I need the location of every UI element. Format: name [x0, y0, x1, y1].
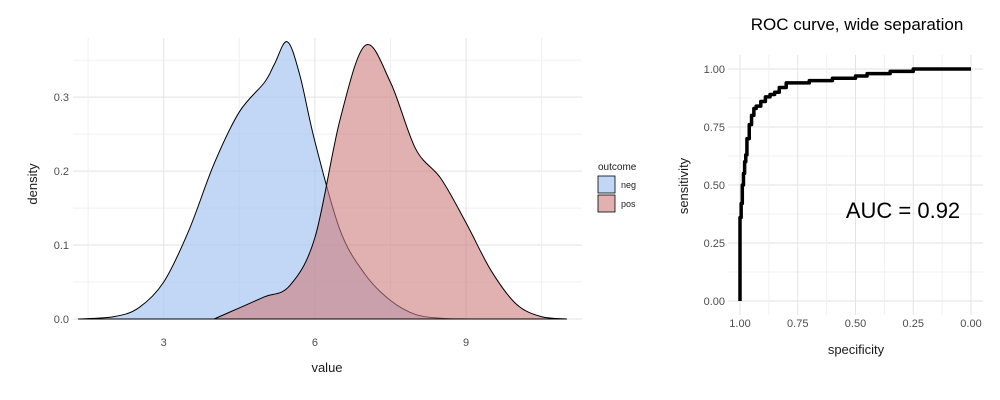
density-x-ticks: 3 6 9 [161, 337, 470, 349]
legend-key-pos [597, 194, 616, 213]
roc-y-ticks: 0.00 0.25 0.50 0.75 1.00 [704, 64, 725, 308]
roc-x-tick-label: 0.50 [845, 318, 866, 330]
density-areas [78, 41, 567, 320]
legend-title: outcome [598, 162, 637, 173]
density-y-tick-label: 0.1 [54, 240, 69, 252]
legend-entries: neg pos [597, 175, 636, 213]
roc-x-axis-label: specificity [828, 342, 885, 357]
density-y-tick-label: 0.3 [54, 92, 69, 104]
density-y-axis-label: density [25, 163, 40, 205]
roc-x-tick-label: 0.75 [787, 318, 808, 330]
density-y-ticks: 0.0 0.1 0.2 0.3 [54, 92, 69, 326]
roc-auc-annotation: AUC = 0.92 [846, 198, 960, 223]
legend: outcome neg pos [597, 162, 637, 213]
roc-y-tick-label: 0.25 [704, 238, 725, 250]
density-y-tick-label: 0.0 [54, 314, 69, 326]
density-panel: 0.0 0.1 0.2 0.3 3 6 9 value density [25, 38, 582, 375]
roc-x-tick-label: 0.25 [903, 318, 924, 330]
roc-curve-group [738, 67, 971, 301]
roc-y-axis-label: sensitivity [676, 157, 691, 214]
density-area-pos [213, 44, 567, 320]
density-x-axis-label: value [311, 360, 342, 375]
roc-y-tick-label: 0.00 [704, 296, 725, 308]
roc-curve [738, 67, 971, 301]
roc-panel: ROC curve, wide separation 0.000.250.500… [676, 15, 983, 357]
roc-y-tick-label: 0.75 [704, 122, 725, 134]
roc-y-tick-label: 1.00 [704, 64, 725, 76]
roc-x-tick-label: 1.00 [729, 318, 750, 330]
roc-y-tick-label: 0.50 [704, 180, 725, 192]
density-x-tick-label: 3 [161, 337, 167, 349]
roc-x-tick-label: 0.00 [960, 318, 981, 330]
legend-key-neg [597, 175, 616, 194]
roc-x-ticks: 1.00 0.75 0.50 0.25 0.00 [729, 318, 981, 330]
density-x-tick-label: 9 [463, 337, 469, 349]
density-x-tick-label: 6 [312, 337, 318, 349]
density-y-tick-label: 0.2 [54, 166, 69, 178]
roc-title: ROC curve, wide separation [751, 15, 964, 34]
legend-label-neg: neg [621, 180, 636, 190]
roc-gridlines [728, 55, 983, 315]
legend-label-pos: pos [621, 199, 636, 209]
